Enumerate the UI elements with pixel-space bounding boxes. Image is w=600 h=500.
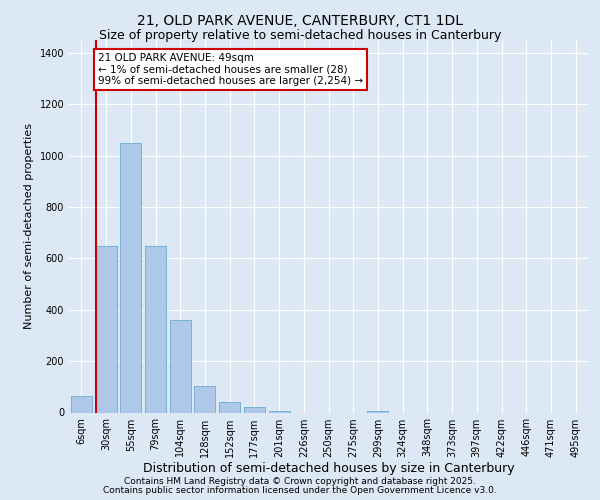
Bar [71,396,92,412]
Bar [95,246,116,412]
Text: 21 OLD PARK AVENUE: 49sqm
← 1% of semi-detached houses are smaller (28)
99% of s: 21 OLD PARK AVENUE: 49sqm ← 1% of semi-d… [98,53,363,86]
Bar [269,411,290,412]
X-axis label: Distribution of semi-detached houses by size in Canterbury: Distribution of semi-detached houses by … [143,462,514,475]
Text: Contains public sector information licensed under the Open Government Licence v3: Contains public sector information licen… [103,486,497,495]
Bar [194,386,215,412]
Bar [244,408,265,412]
Bar [367,411,388,412]
Bar [219,402,240,412]
Text: Contains HM Land Registry data © Crown copyright and database right 2025.: Contains HM Land Registry data © Crown c… [124,477,476,486]
Text: Size of property relative to semi-detached houses in Canterbury: Size of property relative to semi-detach… [99,28,501,42]
Text: 21, OLD PARK AVENUE, CANTERBURY, CT1 1DL: 21, OLD PARK AVENUE, CANTERBURY, CT1 1DL [137,14,463,28]
Bar [145,246,166,412]
Bar [170,320,191,412]
Y-axis label: Number of semi-detached properties: Number of semi-detached properties [24,123,34,329]
Bar [120,143,141,412]
